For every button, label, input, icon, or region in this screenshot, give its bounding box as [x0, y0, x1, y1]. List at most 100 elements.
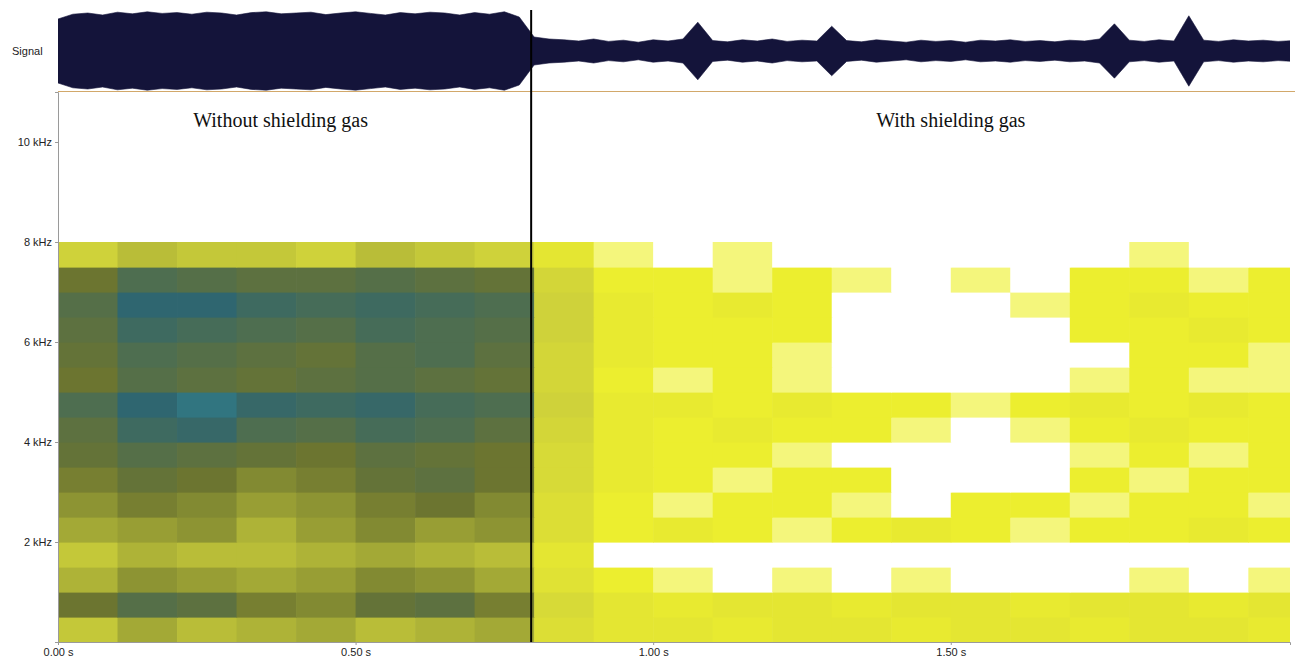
x-tick: 1.50 s	[936, 642, 966, 658]
tick-label: 0.50 s	[341, 646, 371, 658]
heatmap-cell	[356, 342, 416, 368]
heatmap-cell	[58, 592, 118, 618]
waveform-label: Signal	[12, 45, 43, 57]
x-tick: 0.50 s	[341, 642, 371, 658]
heatmap-cell	[237, 517, 297, 543]
heatmap-cell	[1010, 442, 1070, 468]
heatmap-cell	[1248, 542, 1290, 568]
heatmap-cell	[296, 517, 356, 543]
heatmap-cell	[891, 592, 951, 618]
heatmap-cell	[296, 392, 356, 418]
heatmap-cell	[415, 317, 475, 343]
waveform-plot	[58, 12, 1290, 90]
heatmap-cell	[534, 242, 594, 268]
heatmap-cell	[1129, 342, 1189, 368]
heatmap-cell	[296, 367, 356, 393]
tick-mark	[55, 342, 58, 343]
heatmap-cell	[177, 517, 237, 543]
heatmap-cell	[772, 242, 832, 268]
heatmap-cell	[1129, 617, 1189, 642]
heatmap-cell	[1189, 542, 1249, 568]
annotation: Without shielding gas	[193, 109, 368, 132]
heatmap-cell	[58, 367, 118, 393]
heatmap-cell	[772, 542, 832, 568]
heatmap-plot	[58, 242, 1290, 642]
heatmap-cell	[1010, 392, 1070, 418]
heatmap-cell	[594, 442, 654, 468]
heatmap-cell	[177, 292, 237, 318]
y-axis: 2 kHz4 kHz6 kHz8 kHz10 kHz	[18, 93, 59, 643]
heatmap-cell	[177, 492, 237, 518]
x-tick: 1.00 s	[639, 642, 669, 658]
heatmap-cell	[356, 567, 416, 593]
heatmap-cell	[415, 267, 475, 293]
heatmap-cell	[1010, 367, 1070, 393]
heatmap-cell	[653, 292, 713, 318]
heatmap-cell	[296, 542, 356, 568]
tick-label: 1.50 s	[936, 646, 966, 658]
heatmap-cell	[653, 267, 713, 293]
heatmap-cell	[58, 617, 118, 642]
heatmap-cell	[534, 417, 594, 443]
heatmap-cell	[237, 267, 297, 293]
tick-label: 10 kHz	[18, 136, 52, 148]
heatmap-cell	[237, 467, 297, 493]
heatmap-cell	[1248, 592, 1290, 618]
heatmap-cell	[713, 367, 773, 393]
heatmap-cell	[415, 592, 475, 618]
tick-label: 8 kHz	[24, 236, 52, 248]
heatmap-cell	[415, 417, 475, 443]
heatmap-cell	[713, 442, 773, 468]
heatmap-cell	[653, 342, 713, 368]
heatmap-cell	[951, 292, 1011, 318]
heatmap-cell	[891, 317, 951, 343]
heatmap-cell	[772, 267, 832, 293]
heatmap-cell	[772, 567, 832, 593]
heatmap-cell	[534, 567, 594, 593]
heatmap-cell	[296, 617, 356, 642]
heatmap-cell	[118, 517, 178, 543]
heatmap-cell	[118, 442, 178, 468]
tick-mark	[55, 242, 58, 243]
heatmap-cell	[1189, 617, 1249, 642]
heatmap-cell	[891, 542, 951, 568]
heatmap-cell	[1248, 267, 1290, 293]
heatmap-cell	[1129, 267, 1189, 293]
heatmap-cell	[1070, 242, 1130, 268]
heatmap-cell	[296, 242, 356, 268]
heatmap-cell	[1189, 492, 1249, 518]
heatmap-cell	[1070, 517, 1130, 543]
heatmap-cell	[356, 267, 416, 293]
heatmap-cell	[177, 567, 237, 593]
heatmap-cell	[713, 267, 773, 293]
heatmap-cell	[177, 342, 237, 368]
heatmap-cell	[1129, 517, 1189, 543]
heatmap-cell	[1070, 542, 1130, 568]
heatmap-cell	[1129, 392, 1189, 418]
heatmap-cell	[415, 567, 475, 593]
heatmap-cell	[475, 517, 535, 543]
heatmap-cell	[653, 567, 713, 593]
heatmap-cell	[832, 242, 892, 268]
heatmap-cell	[1010, 517, 1070, 543]
heatmap-cell	[296, 417, 356, 443]
heatmap-cell	[118, 617, 178, 642]
heatmap-cell	[1070, 392, 1130, 418]
heatmap-cell	[951, 242, 1011, 268]
heatmap-cell	[832, 292, 892, 318]
heatmap-cell	[1248, 517, 1290, 543]
heatmap-cell	[58, 317, 118, 343]
heatmap-cell	[118, 467, 178, 493]
heatmap-cell	[653, 442, 713, 468]
heatmap-cell	[177, 392, 237, 418]
heatmap-cell	[1070, 367, 1130, 393]
heatmap-cell	[534, 442, 594, 468]
heatmap-cell	[415, 367, 475, 393]
tick-label: 4 kHz	[24, 436, 52, 448]
heatmap-cell	[653, 617, 713, 642]
heatmap-cell	[1189, 317, 1249, 343]
heatmap-cell	[832, 267, 892, 293]
heatmap-cell	[1129, 417, 1189, 443]
heatmap-cell	[1010, 267, 1070, 293]
heatmap-cell	[1189, 467, 1249, 493]
